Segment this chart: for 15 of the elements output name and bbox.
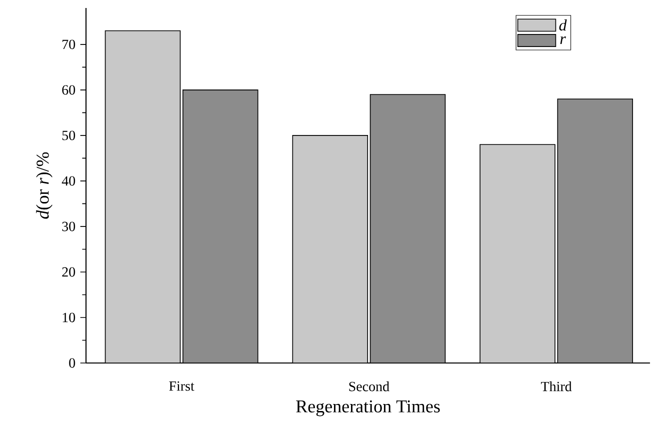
- y-tick-label: 70: [62, 40, 76, 50]
- y-tick-label: 30: [62, 222, 76, 232]
- legend-label: d: [559, 19, 567, 31]
- y-tick-label: 20: [62, 267, 76, 277]
- x-tick-label: Third: [541, 381, 572, 392]
- x-tick-label: Second: [349, 381, 390, 392]
- y-tick-label: 40: [62, 176, 76, 186]
- x-axis-title: Regeneration Times: [296, 400, 440, 416]
- y-tick-label: 0: [69, 358, 76, 368]
- y-tick-label: 50: [62, 130, 76, 140]
- x-tick-label: First: [169, 381, 194, 391]
- y-tick-label: 60: [62, 85, 76, 95]
- legend-label: r: [560, 36, 566, 44]
- y-tick-label: 10: [62, 312, 76, 322]
- y-axis-title: d(or r)/%: [36, 152, 52, 219]
